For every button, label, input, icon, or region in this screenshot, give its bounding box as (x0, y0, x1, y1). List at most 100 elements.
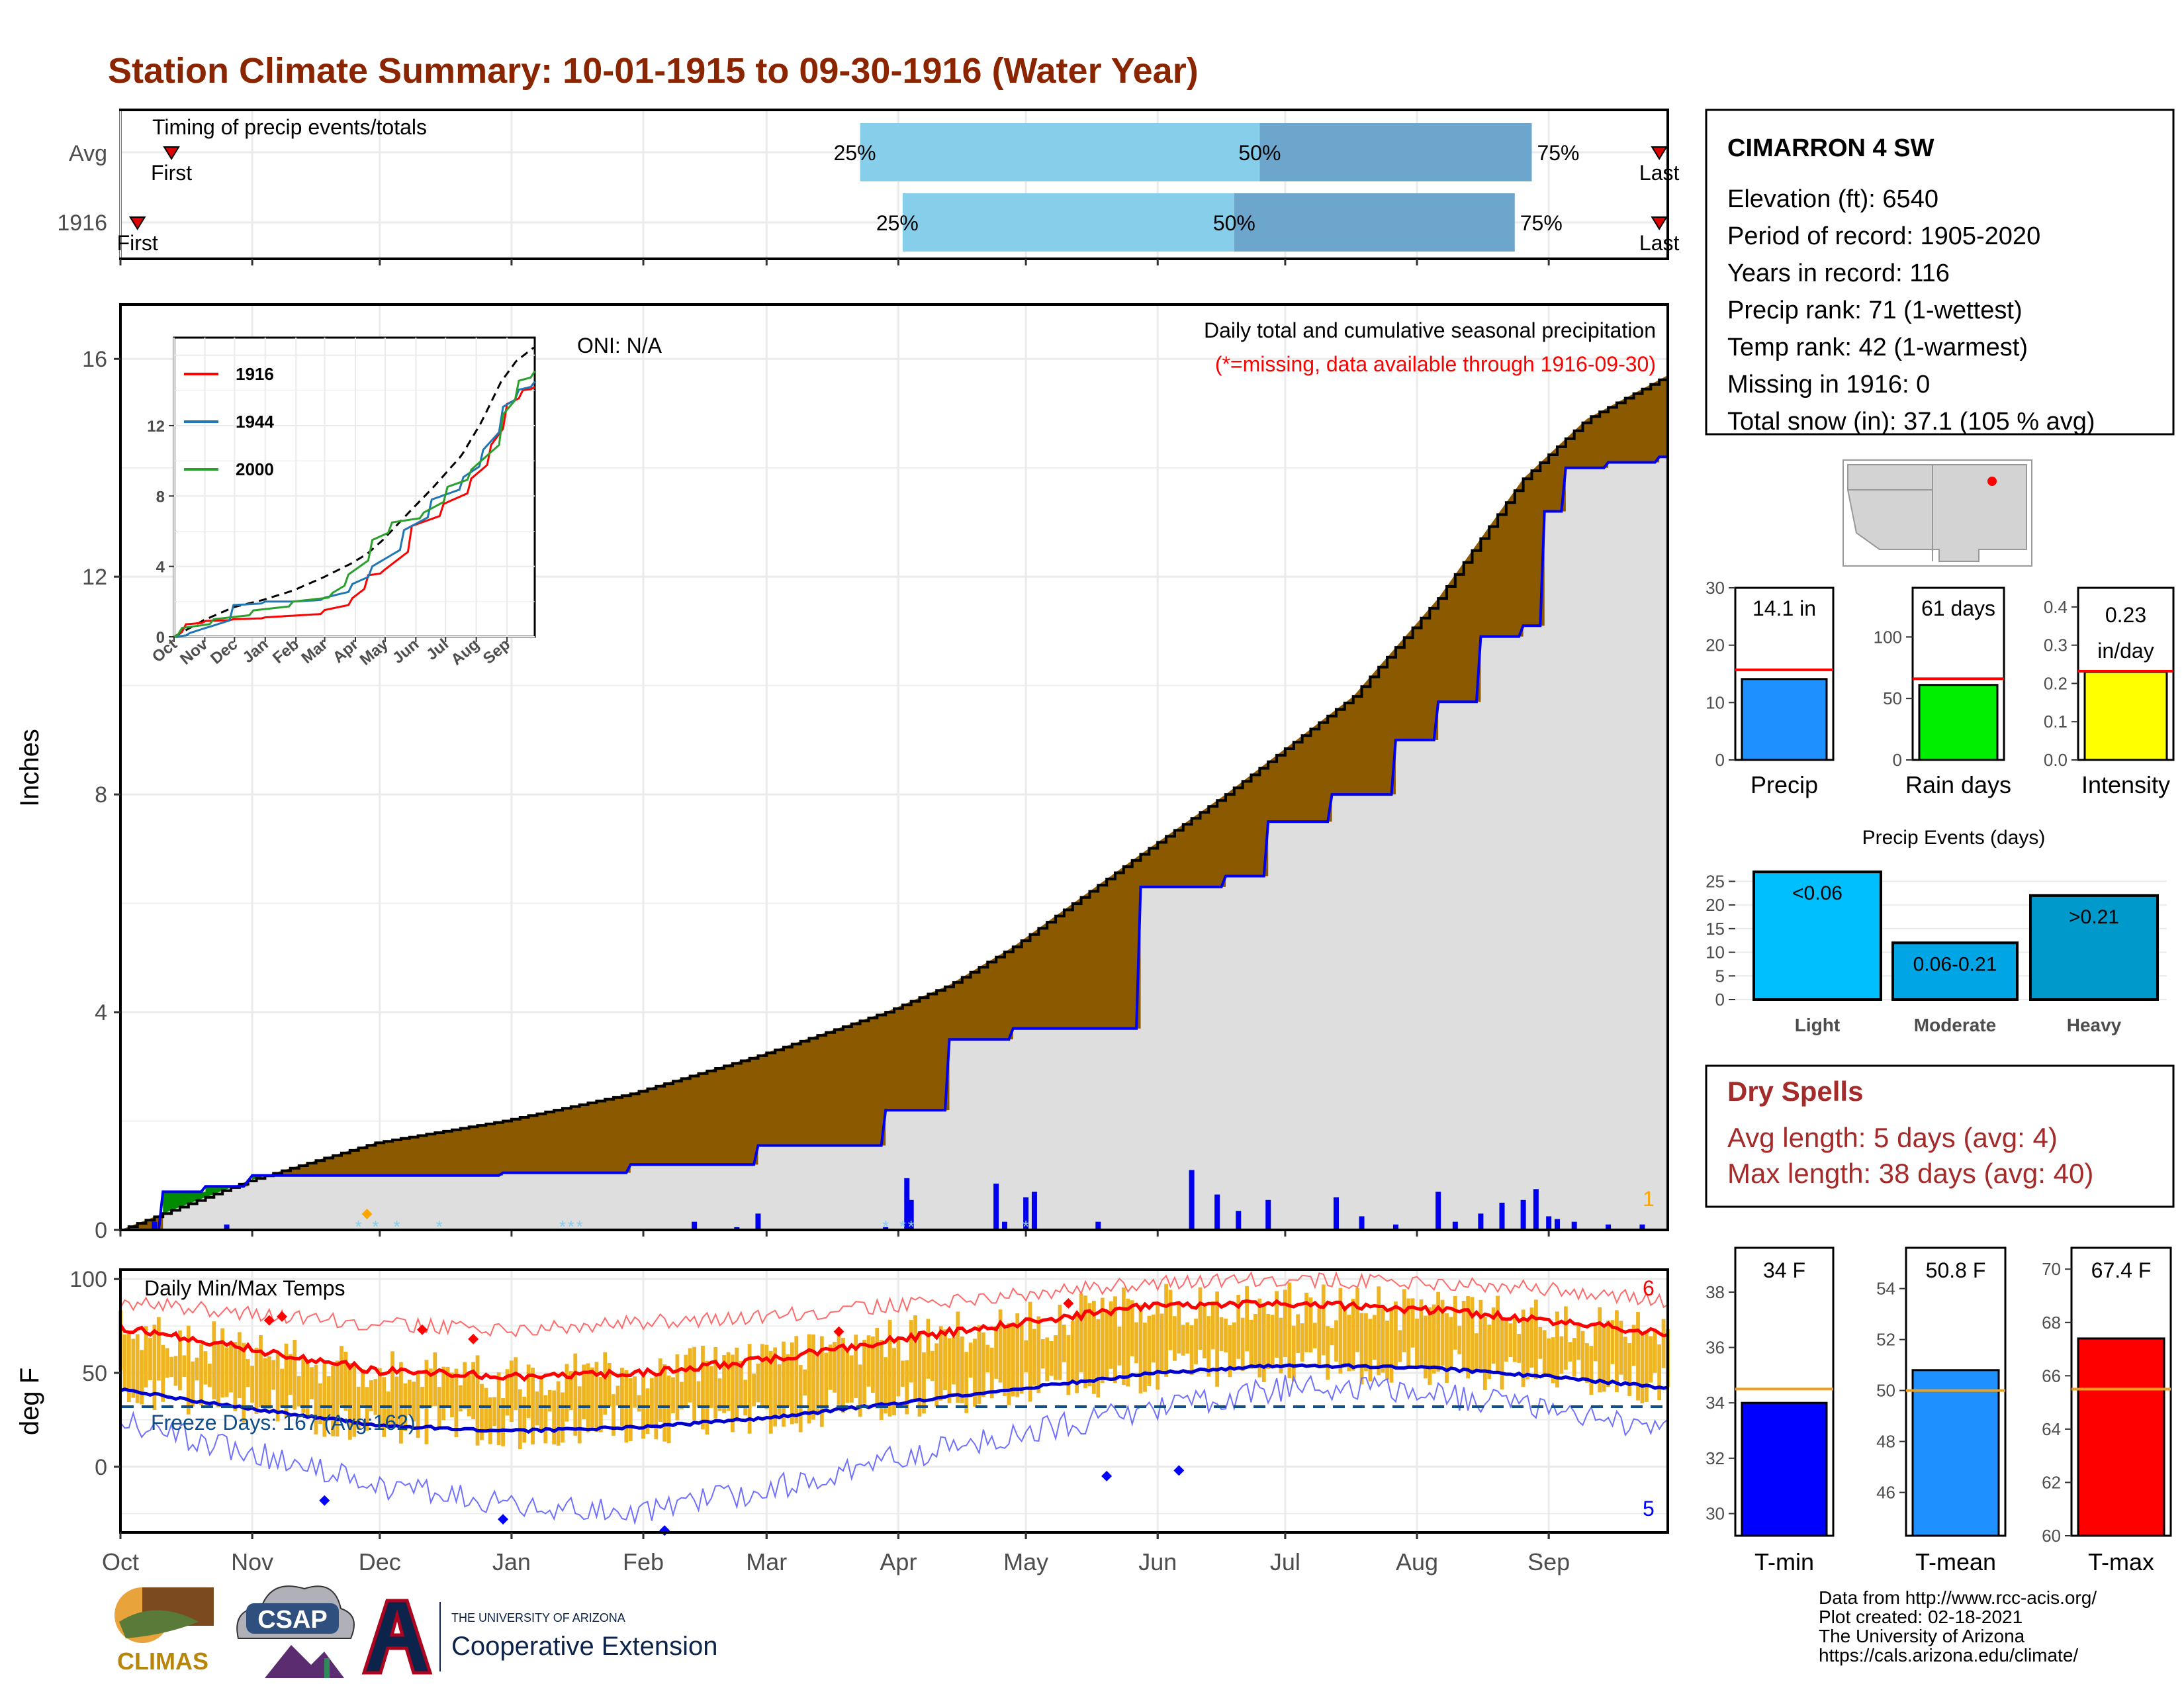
daily-precip-bar (1555, 1219, 1560, 1230)
daily-temp-bar (1551, 1337, 1555, 1383)
temp-summary-y-tick-label: 66 (2042, 1366, 2061, 1385)
daily-temp-bar (768, 1350, 773, 1434)
daily-temp-bar (1181, 1325, 1185, 1356)
daily-temp-bar (752, 1374, 756, 1407)
daily-precip-bar (1265, 1199, 1271, 1230)
ua-logo-big-text: Cooperative Extension (451, 1632, 717, 1661)
first-label: First (151, 161, 192, 185)
daily-temp-bar (377, 1368, 382, 1429)
daily-temp-bar (1228, 1325, 1232, 1378)
daily-temp-bar (1555, 1311, 1559, 1388)
daily-temp-bar (1619, 1321, 1623, 1375)
daily-temp-bar (492, 1397, 497, 1427)
daily-temp-bar (1533, 1299, 1538, 1380)
daily-temp-bar (1202, 1306, 1206, 1359)
daily-temp-bar (866, 1335, 871, 1387)
daily-temp-bar (1261, 1303, 1266, 1383)
daily-temp-bar (1168, 1289, 1173, 1350)
daily-temp-bar (735, 1347, 739, 1422)
daily-temp-bar (1206, 1316, 1211, 1377)
daily-temp-bar (1593, 1323, 1598, 1362)
daily-precip-bar (1639, 1224, 1645, 1230)
daily-temp-bar (688, 1348, 692, 1403)
daily-temp-bar (777, 1364, 782, 1415)
daily-temp-bar (900, 1360, 905, 1387)
daily-temp-bar (561, 1392, 565, 1443)
daily-temp-bar (1377, 1286, 1381, 1376)
daily-temp-bar (369, 1380, 373, 1411)
events-bar-label: Heavy (2067, 1015, 2122, 1035)
daily-temp-bar (998, 1309, 1003, 1383)
daily-temp-bar (968, 1342, 973, 1378)
dry-spells-max: Max length: 38 days (avg: 40) (1727, 1158, 2093, 1189)
daily-precip-bar (755, 1213, 761, 1230)
summary-y-tick-label: 20 (1706, 635, 1725, 655)
daily-temp-bar (390, 1351, 394, 1429)
summary-bar (2083, 671, 2168, 761)
timing-row-label-year: 1916 (57, 211, 107, 236)
station-name: CIMARRON 4 SW (1727, 134, 1934, 162)
daily-temp-bar (1245, 1286, 1250, 1352)
daily-temp-bar (463, 1362, 467, 1409)
timing-box-50-75 (1234, 193, 1515, 252)
daily-temp-bar (539, 1376, 543, 1430)
daily-precip-bar (1095, 1221, 1101, 1230)
station-line-years: Years in record: 116 (1727, 259, 1950, 287)
dry-spells-frame (1705, 1064, 2175, 1208)
daily-temp-bar (271, 1360, 276, 1390)
daily-temp-bar (786, 1354, 790, 1407)
daily-precip-bar (883, 1227, 889, 1230)
snow-marker: * (436, 1217, 443, 1237)
daily-precip-bar (1571, 1221, 1577, 1230)
daily-temp-bar (603, 1352, 608, 1415)
daily-temp-bar (977, 1325, 981, 1404)
inset-legend-label: 2000 (236, 459, 274, 479)
record-low-marker (1101, 1470, 1113, 1481)
daily-temp-bar (1508, 1323, 1513, 1358)
daily-temp-bar (1381, 1308, 1385, 1373)
timing-row-label-avg: Avg (69, 141, 107, 166)
daily-temp-bar (1134, 1322, 1139, 1364)
daily-temp-bar (310, 1367, 314, 1399)
temp-summary-y-tick-label: 68 (2042, 1313, 2061, 1333)
daily-temp-bar (1521, 1309, 1525, 1387)
daily-temp-bar (480, 1383, 484, 1440)
events-bar-label: Light (1795, 1015, 1840, 1035)
daily-temp-bar (399, 1362, 403, 1444)
daily-temp-bar (1512, 1318, 1517, 1362)
daily-temp-bar (1504, 1319, 1508, 1362)
daily-temp-bar (1517, 1333, 1522, 1363)
daily-temp-bar (518, 1389, 522, 1450)
daily-temp-bar (1308, 1297, 1313, 1353)
daily-temp-bar (1036, 1316, 1041, 1393)
precip-y-label: Inches (15, 729, 44, 807)
record-max-count: 6 (1643, 1276, 1655, 1300)
daily-temp-bar (547, 1389, 552, 1412)
daily-temp-bar (1538, 1327, 1543, 1359)
daily-precip-bar (1023, 1197, 1029, 1230)
month-label: Jun (1138, 1548, 1177, 1575)
daily-temp-bar (135, 1334, 140, 1403)
daily-temp-bar (1126, 1298, 1130, 1387)
footer-line-2: Plot created: 02-18-2021 (1819, 1607, 2023, 1627)
daily-temp-bar (1394, 1301, 1398, 1368)
summary-bars: 0 10 20 30 14.1 in Precip 0 50 100 61 days Rain da… (1706, 578, 2175, 798)
missing-marker (361, 1209, 373, 1219)
daily-temp-bar (556, 1381, 561, 1446)
daily-temp-bar (1257, 1298, 1262, 1378)
climas-logo-wave (119, 1610, 199, 1638)
temp-summary-y-tick-label: 54 (1876, 1279, 1895, 1299)
daily-temp-bar (1529, 1307, 1534, 1368)
footer-line-3: The University of Arizona (1819, 1626, 2025, 1646)
daily-temp-bar (1423, 1315, 1428, 1379)
daily-temp-bar (1453, 1296, 1457, 1350)
snow-marker: * (576, 1217, 583, 1237)
daily-temp-bar (696, 1381, 701, 1407)
summary-value-unit: in/day (2097, 639, 2154, 663)
timing-box-50-75 (1259, 123, 1532, 181)
station-line-missing: Missing in 1916: 0 (1727, 371, 1930, 399)
daily-temp-bar (1415, 1318, 1419, 1367)
last-marker (1651, 216, 1668, 230)
daily-temp-bar (654, 1373, 659, 1440)
precip-y-axis: 0 4 8 12 16 (82, 347, 120, 1243)
